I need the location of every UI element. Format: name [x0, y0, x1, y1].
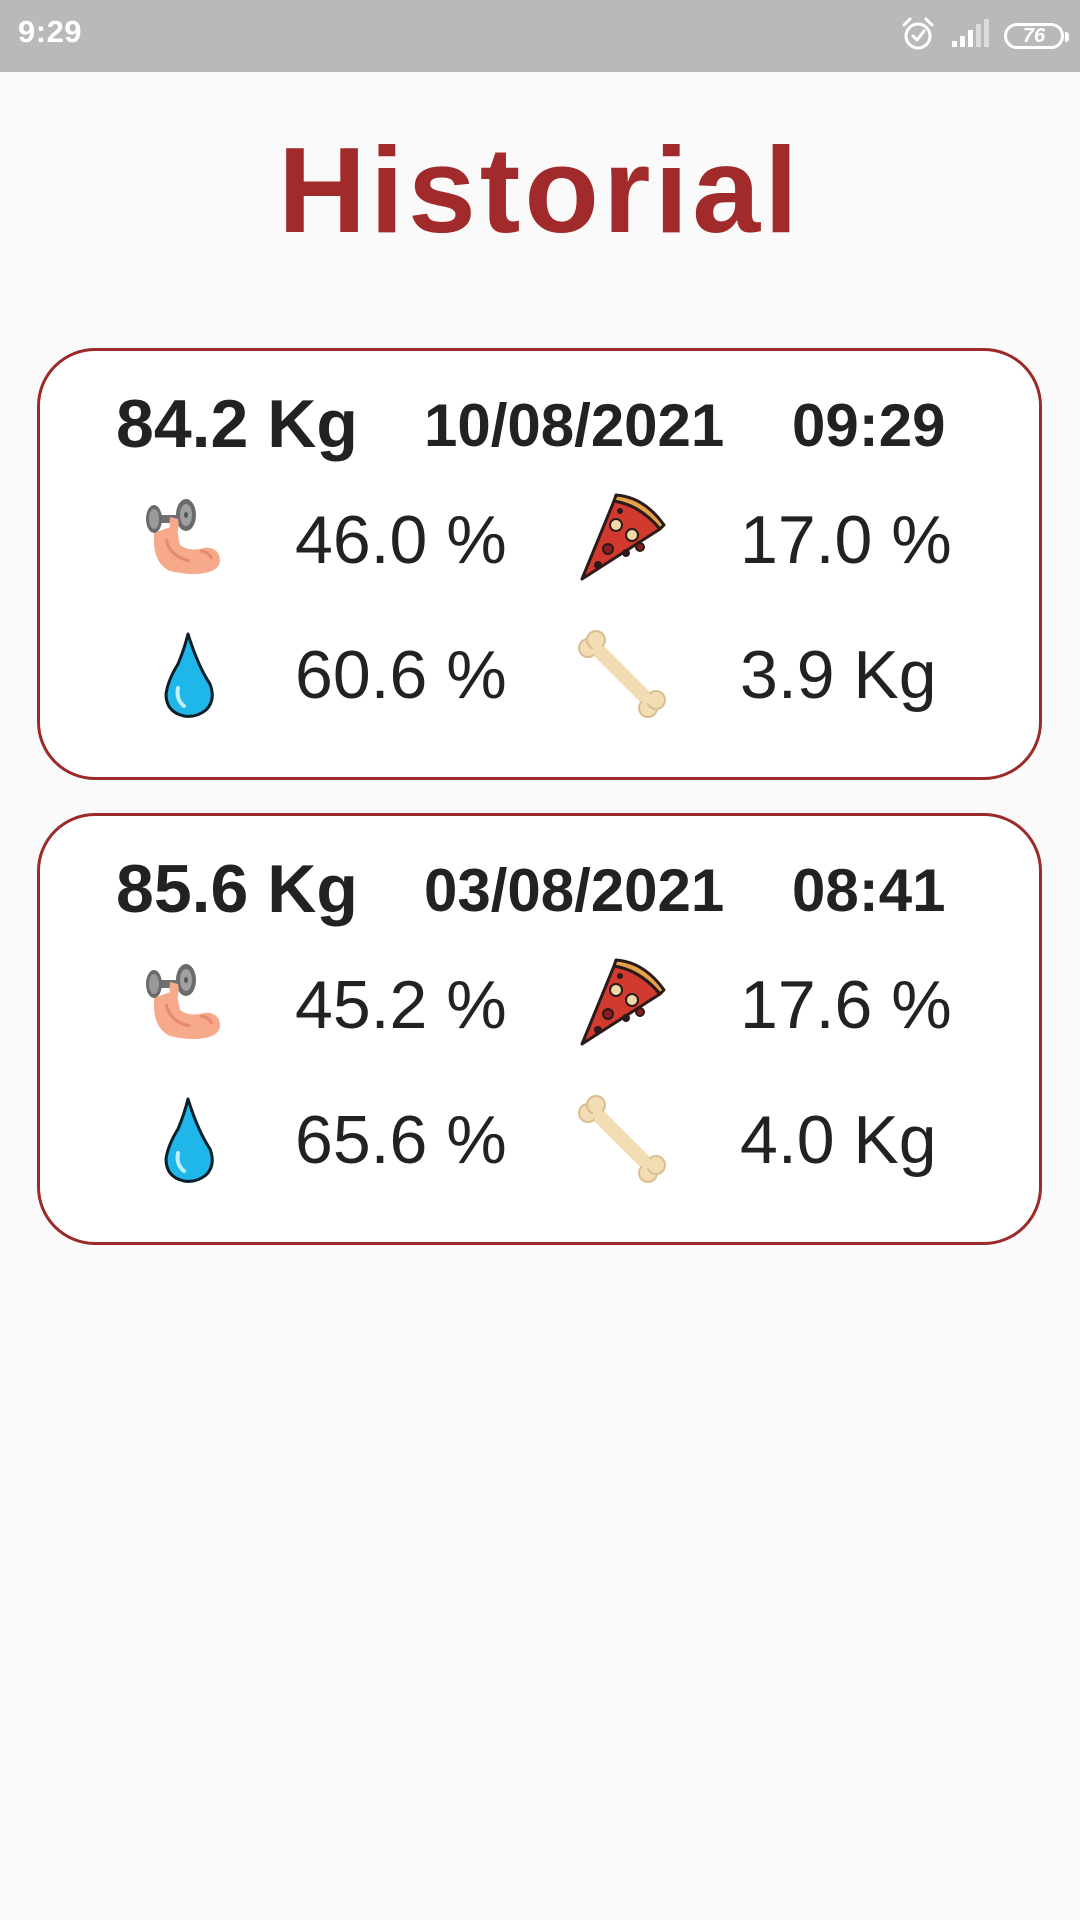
bone-mass: 4.0 Kg [740, 1102, 937, 1178]
battery-icon: 76 [1004, 23, 1069, 49]
flexed-bicep-dumbbell-icon [140, 956, 236, 1052]
record-date: 03/08/2021 [424, 857, 725, 924]
pizza-slice-icon [574, 491, 670, 587]
water-drop-icon [140, 1091, 236, 1187]
fat-percentage: 17.0 % [740, 502, 952, 578]
bone-icon [574, 626, 670, 722]
record-time: 08:41 [792, 857, 946, 924]
water-percentage: 60.6 % [295, 637, 507, 713]
signal-icon [950, 18, 990, 54]
status-icons: 76 [900, 16, 1069, 57]
page-title: Historial [277, 122, 803, 258]
record-header: 85.6 Kg 03/08/2021 08:41 [40, 850, 1039, 930]
pizza-slice-icon [574, 956, 670, 1052]
history-record-card[interactable]: 85.6 Kg 03/08/2021 08:41 45.2 % [37, 813, 1042, 1245]
record-time: 09:29 [792, 392, 946, 459]
water-drop-icon [140, 626, 236, 722]
alarm-icon [900, 16, 936, 57]
history-record-card[interactable]: 84.2 Kg 10/08/2021 09:29 46.0 % [37, 348, 1042, 780]
muscle-percentage: 46.0 % [295, 502, 507, 578]
record-date: 10/08/2021 [424, 392, 725, 459]
fat-percentage: 17.6 % [740, 967, 952, 1043]
bone-mass: 3.9 Kg [740, 637, 937, 713]
status-bar: 9:29 76 [0, 0, 1080, 72]
status-time: 9:29 [18, 14, 83, 49]
record-header: 84.2 Kg 10/08/2021 09:29 [40, 385, 1039, 465]
flexed-bicep-dumbbell-icon [140, 491, 236, 587]
water-percentage: 65.6 % [295, 1102, 507, 1178]
record-weight: 85.6 Kg [116, 851, 358, 927]
muscle-percentage: 45.2 % [295, 967, 507, 1043]
record-weight: 84.2 Kg [116, 386, 358, 462]
bone-icon [574, 1091, 670, 1187]
